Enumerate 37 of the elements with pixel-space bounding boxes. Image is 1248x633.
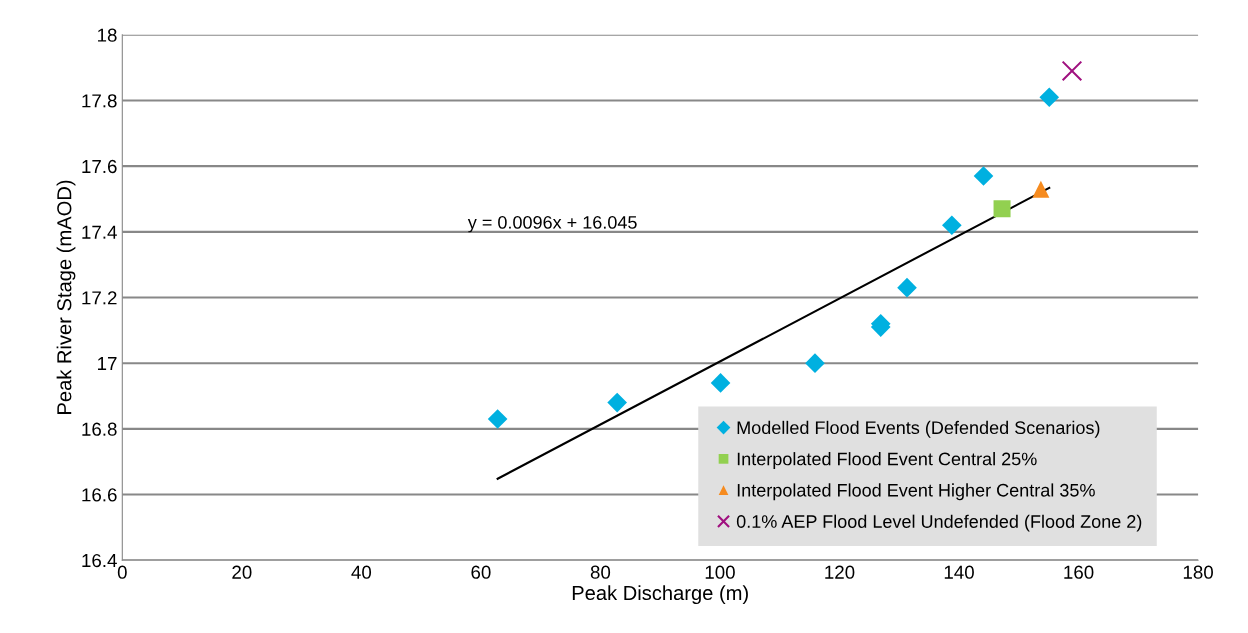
x-tick-label: 160 xyxy=(1064,565,1094,579)
y-tick-label: 17.2 xyxy=(82,291,117,305)
annotation: y = 0.0096x + 16.045 xyxy=(467,216,637,233)
legend-label: Interpolated Flood Event Central 25% xyxy=(737,452,1037,469)
y-tick-label: 16.6 xyxy=(82,488,117,502)
x-tick-label: 80 xyxy=(590,565,611,579)
point xyxy=(487,409,508,429)
legend-label: Interpolated Flood Event Higher Central 35% xyxy=(737,483,1095,501)
point xyxy=(805,353,825,373)
point xyxy=(1032,180,1050,198)
point xyxy=(710,373,731,393)
legend-label: Modelled Flood Events (Defended Scenarios) xyxy=(737,420,1100,438)
x-tick-label: 60 xyxy=(471,565,491,579)
x-axis-title: Peak Discharge (m) xyxy=(572,585,748,605)
y-tick-label: 16.4 xyxy=(82,553,117,568)
point xyxy=(897,277,917,298)
x-tick-label: 100 xyxy=(705,565,735,579)
x-tick-label: 0 xyxy=(117,565,127,579)
y-tick-label: 16.8 xyxy=(82,422,117,436)
x-tick-label: 40 xyxy=(351,565,372,579)
point xyxy=(973,166,994,186)
point xyxy=(607,392,627,413)
y-tick-label: 17.8 xyxy=(82,94,117,108)
x-tick-label: 120 xyxy=(825,565,855,579)
y-tick-label: 17.6 xyxy=(82,159,117,174)
y-axis-title: Peak River Stage (mAOD) xyxy=(56,180,76,414)
x-tick-label: 180 xyxy=(1183,565,1213,579)
point xyxy=(942,215,962,236)
point xyxy=(1061,60,1083,82)
legend-label: 0.1% AEP Flood Level Undefended (Flood Zone 2) xyxy=(736,514,1142,532)
y-tick-label: 18 xyxy=(98,28,117,42)
y-tick-label: 17.4 xyxy=(82,225,117,239)
point xyxy=(993,200,1011,218)
point xyxy=(1039,87,1060,108)
x-tick-label: 140 xyxy=(944,565,974,579)
x-tick-label: 20 xyxy=(232,565,252,579)
y-tick-label: 17 xyxy=(98,357,117,370)
